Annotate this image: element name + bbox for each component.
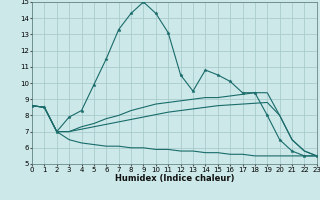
X-axis label: Humidex (Indice chaleur): Humidex (Indice chaleur) (115, 174, 234, 183)
